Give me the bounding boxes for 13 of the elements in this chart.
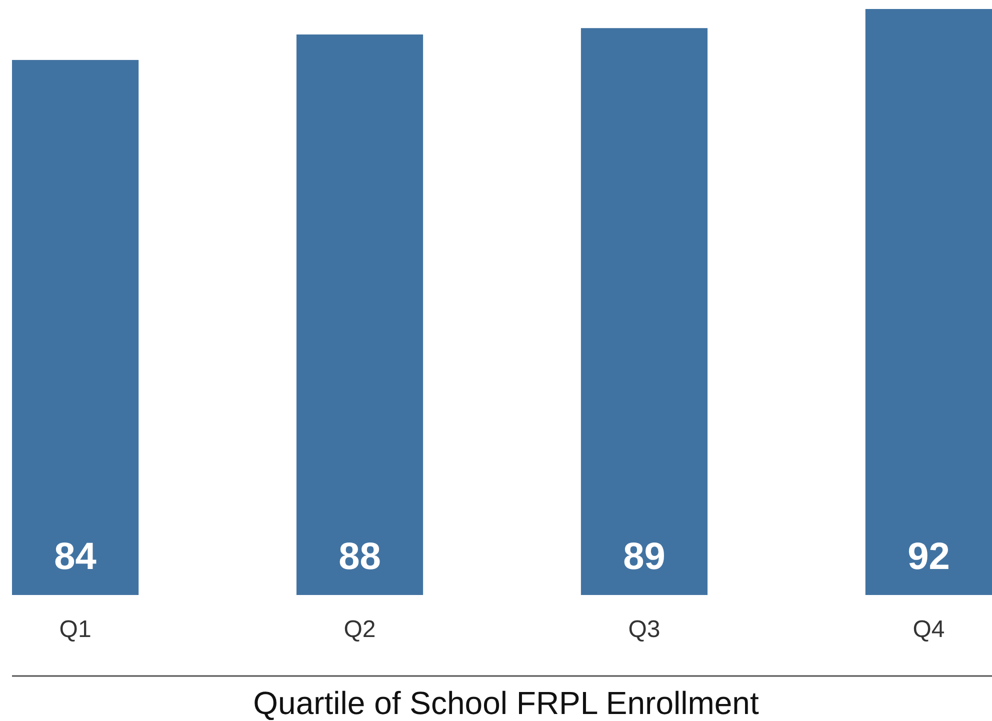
data-label: 88 bbox=[338, 536, 381, 578]
data-label: 84 bbox=[54, 536, 96, 578]
x-tick-label: Q2 bbox=[344, 616, 376, 643]
bar bbox=[865, 9, 992, 595]
x-tick-label: Q3 bbox=[628, 616, 660, 643]
x-tick-label: Q4 bbox=[912, 616, 945, 643]
data-label: 92 bbox=[908, 536, 950, 578]
x-axis-title: Quartile of School FRPL Enrollment bbox=[253, 685, 759, 721]
data-label: 89 bbox=[623, 536, 666, 578]
bar bbox=[12, 60, 139, 595]
bar bbox=[296, 34, 424, 595]
bar bbox=[580, 28, 708, 595]
x-tick-label: Q1 bbox=[59, 616, 92, 643]
